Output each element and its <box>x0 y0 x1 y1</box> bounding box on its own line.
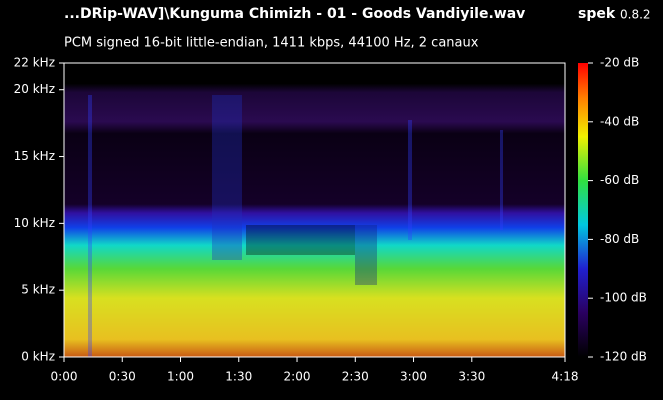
x-tick-label: 0:30 <box>109 370 136 384</box>
x-tick-label: 4:18 <box>552 370 579 384</box>
x-tick-label: 2:00 <box>284 370 311 384</box>
x-tick-label: 1:30 <box>225 370 252 384</box>
x-tick-label: 1:00 <box>167 370 194 384</box>
y-tick-label: 10 kHz <box>14 216 55 230</box>
y-tick-label: 22 kHz <box>14 56 55 70</box>
colorbar-tick-label: -80 dB <box>600 232 639 246</box>
y-tick-label: 20 kHz <box>14 82 55 96</box>
spectrogram-streaks <box>88 95 503 357</box>
x-tick-label: 0:00 <box>51 370 78 384</box>
y-tick-label: 0 kHz <box>21 350 55 364</box>
subtitle: PCM signed 16-bit little-endian, 1411 kb… <box>64 36 479 51</box>
colorbar-tick-label: -100 dB <box>600 291 647 305</box>
y-tick-label: 15 kHz <box>14 149 55 163</box>
y-tick-label: 5 kHz <box>21 283 55 297</box>
colorbar <box>578 63 588 357</box>
x-tick-label: 3:30 <box>458 370 485 384</box>
app-version: 0.8.2 <box>620 8 651 22</box>
app-name: spek <box>578 6 616 22</box>
colorbar-tick-label: -20 dB <box>600 56 639 70</box>
x-tick-label: 3:00 <box>400 370 427 384</box>
colorbar-tick-label: -60 dB <box>600 173 639 187</box>
plot-frame <box>63 62 566 358</box>
colorbar-tick-label: -120 dB <box>600 350 647 364</box>
spectrogram <box>64 63 565 357</box>
x-tick-label: 2:30 <box>342 370 369 384</box>
colorbar-tick-label: -40 dB <box>600 114 639 128</box>
file-title: ...DRip-WAV]\Kunguma Chimizh - 01 - Good… <box>64 6 525 22</box>
